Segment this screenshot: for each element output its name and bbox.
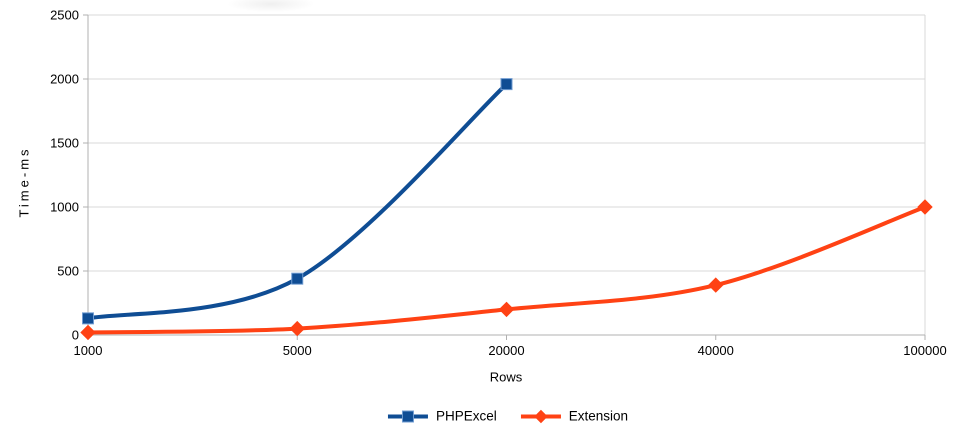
data-point-extension-390 [708, 277, 724, 293]
legend-item-phpexcel: PHPExcel [386, 409, 497, 424]
data-point-extension-200 [498, 301, 515, 318]
y-tick-label-2500: 2500 [50, 8, 79, 23]
legend-label-phpexcel: PHPExcel [435, 408, 497, 424]
data-point-extension-50 [289, 320, 305, 337]
legend-label-extension: Extension [568, 408, 629, 424]
phpexcel-line-square-icon [387, 410, 428, 422]
y-tick-label-1500: 1500 [50, 136, 79, 151]
series-line-phpexcel [87, 82, 508, 321]
data-point-phpexcel-1960 [500, 78, 513, 91]
data-point-phpexcel-130 [82, 312, 94, 325]
data-point-phpexcel-440 [291, 272, 304, 285]
x-tick-label-5000: 5000 [283, 343, 312, 358]
x-axis-title: Rows [489, 369, 523, 385]
chart-legend: PHPExcel Extension [386, 409, 628, 424]
extension-line-diamond-icon [520, 409, 561, 423]
y-tick-label-0: 0 [72, 328, 79, 343]
x-tick-label-1000: 1000 [74, 343, 103, 358]
y-tick-label-2000: 2000 [50, 72, 79, 87]
y-tick-label-1000: 1000 [50, 200, 79, 215]
y-axis-title: Time-ms [16, 146, 32, 218]
legend-item-extension: Extension [519, 409, 628, 424]
x-tick-label-20000: 20000 [488, 343, 524, 358]
x-tick-label-40000: 40000 [698, 343, 734, 358]
data-point-extension-1000 [917, 199, 933, 215]
y-tick-label-500: 500 [57, 264, 79, 279]
x-tick-label-100000: 100000 [903, 343, 946, 358]
data-point-extension-20 [80, 324, 96, 341]
